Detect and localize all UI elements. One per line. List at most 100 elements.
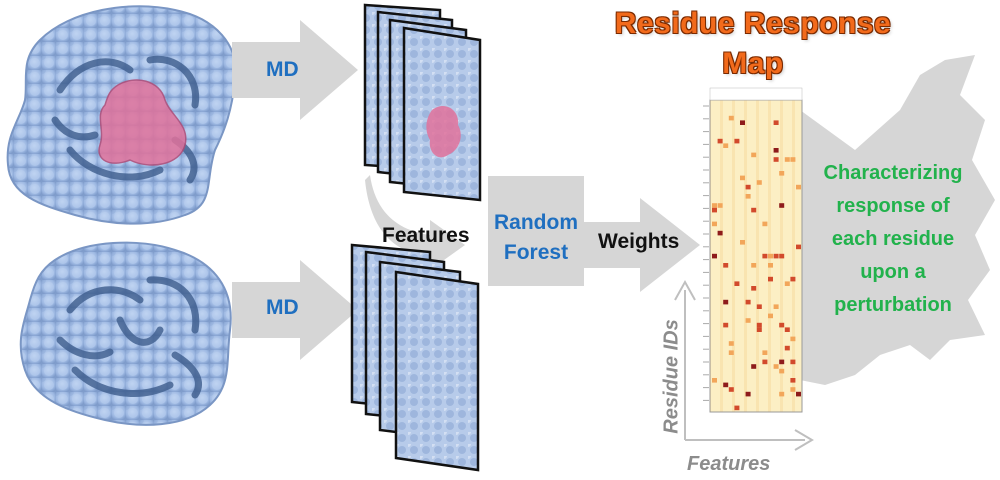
frame-stack-top — [363, 3, 482, 202]
heatmap-cell — [723, 299, 729, 305]
heatmap-cell — [790, 359, 796, 365]
heatmap-cell — [751, 364, 757, 369]
heatmap-cell — [768, 253, 773, 259]
md-label-top: MD — [266, 58, 299, 81]
heatmap-cell — [762, 359, 768, 365]
rf-to-weights-arrow — [584, 198, 700, 292]
heatmap-cell — [790, 378, 796, 383]
heatmap-cell — [762, 350, 768, 355]
heatmap-cell — [790, 157, 796, 162]
heatmap-cell — [740, 175, 745, 181]
random-forest-label: Random Forest — [488, 208, 584, 268]
heatmap-cell — [773, 157, 779, 162]
y-axis-label: Residue IDs — [660, 319, 683, 434]
heatmap-cell — [717, 230, 723, 236]
heatmap-cell — [784, 281, 790, 286]
heatmap-cell — [734, 405, 740, 411]
x-axis-label: Features — [687, 453, 771, 475]
heatmap-cell — [723, 263, 729, 268]
heatmap-row-ticks — [703, 105, 709, 401]
heatmap-cell — [728, 350, 734, 355]
heatmap-cell — [745, 391, 751, 397]
heatmap-cell — [717, 138, 723, 144]
random-forest-box — [488, 176, 584, 286]
residue-response-map-title: Residue Response Map — [608, 4, 898, 84]
heatmap-cell — [762, 221, 768, 227]
binding-site-frame — [426, 105, 461, 158]
heatmap-cell — [756, 180, 762, 185]
heatmap-cell — [779, 322, 785, 328]
heatmap-cell — [740, 120, 745, 125]
result-line2: response of — [836, 195, 950, 217]
heatmap-cell — [779, 253, 785, 259]
random-forest-line1: Random — [494, 211, 578, 234]
heatmap-cell — [723, 322, 729, 328]
heatmap-cell — [768, 276, 773, 282]
result-line5: perturbation — [834, 294, 952, 316]
heatmap-cell — [796, 244, 801, 250]
heatmap-cell — [745, 194, 751, 199]
heatmap-axes — [674, 279, 814, 451]
heatmap-cell — [712, 221, 717, 227]
heatmap-cell — [712, 253, 717, 259]
heatmap-cell — [779, 359, 785, 365]
heatmap-cell — [751, 286, 757, 291]
heatmap-cell — [745, 184, 751, 190]
heatmap-cell — [790, 336, 796, 342]
heatmap-cell — [768, 313, 773, 319]
binding-site-top — [98, 79, 187, 166]
heatmap — [703, 87, 803, 413]
heatmap-cell — [751, 207, 757, 213]
heatmap-cell — [756, 322, 762, 328]
heatmap-cell — [740, 240, 745, 245]
heatmap-cell — [779, 391, 785, 397]
heatmap-cell — [728, 387, 734, 392]
heatmap-cell — [756, 304, 762, 309]
heatmap-cell — [734, 138, 740, 144]
frame — [394, 270, 480, 472]
random-forest-line2: Forest — [503, 241, 569, 264]
heatmap-cell — [796, 184, 801, 190]
heatmap-cell — [745, 318, 751, 323]
weights-label: Weights — [598, 230, 680, 253]
result-line4: upon a — [860, 261, 926, 283]
md-arrow-bottom — [232, 260, 358, 360]
heatmap-cell — [762, 253, 768, 259]
heatmap-cell — [773, 304, 779, 309]
protein-bottom-cartoon — [56, 276, 202, 399]
heatmap-cell — [728, 341, 734, 346]
protein-top — [6, 5, 237, 225]
heatmap-cell — [790, 276, 796, 282]
result-line1: Characterizing — [823, 162, 963, 184]
heatmap-cell — [723, 143, 729, 148]
heatmap-cell — [773, 120, 779, 125]
heatmap-cell — [779, 368, 785, 374]
heatmap-cell — [728, 115, 734, 121]
heatmap-cell — [734, 281, 740, 286]
heatmap-cell — [779, 171, 785, 176]
heatmap-cell — [768, 263, 773, 268]
heatmap-cell — [779, 203, 785, 208]
md-label-bottom: MD — [266, 296, 299, 319]
heatmap-cell — [751, 152, 757, 158]
heatmap-cell — [784, 157, 790, 162]
heatmap-cell — [773, 364, 779, 369]
heatmap-cell — [756, 327, 762, 332]
result-line3: each residue — [831, 228, 955, 250]
heatmap-header — [709, 87, 803, 101]
heatmap-cells — [712, 115, 801, 411]
features-arrow — [365, 175, 465, 270]
title-line1: Residue Response — [614, 7, 892, 40]
heatmap-cell — [745, 299, 751, 305]
heatmap-cell — [773, 148, 779, 153]
heatmap-cell — [712, 207, 717, 213]
burst-shape — [800, 55, 995, 385]
heatmap-cell — [751, 263, 757, 268]
x-axis-arrowhead — [794, 429, 814, 451]
heatmap-cell — [790, 387, 796, 392]
heatmap-cell — [723, 382, 729, 388]
heatmap-cell — [796, 391, 801, 397]
heatmap-cell — [712, 378, 717, 383]
heatmap-cell — [773, 253, 779, 259]
